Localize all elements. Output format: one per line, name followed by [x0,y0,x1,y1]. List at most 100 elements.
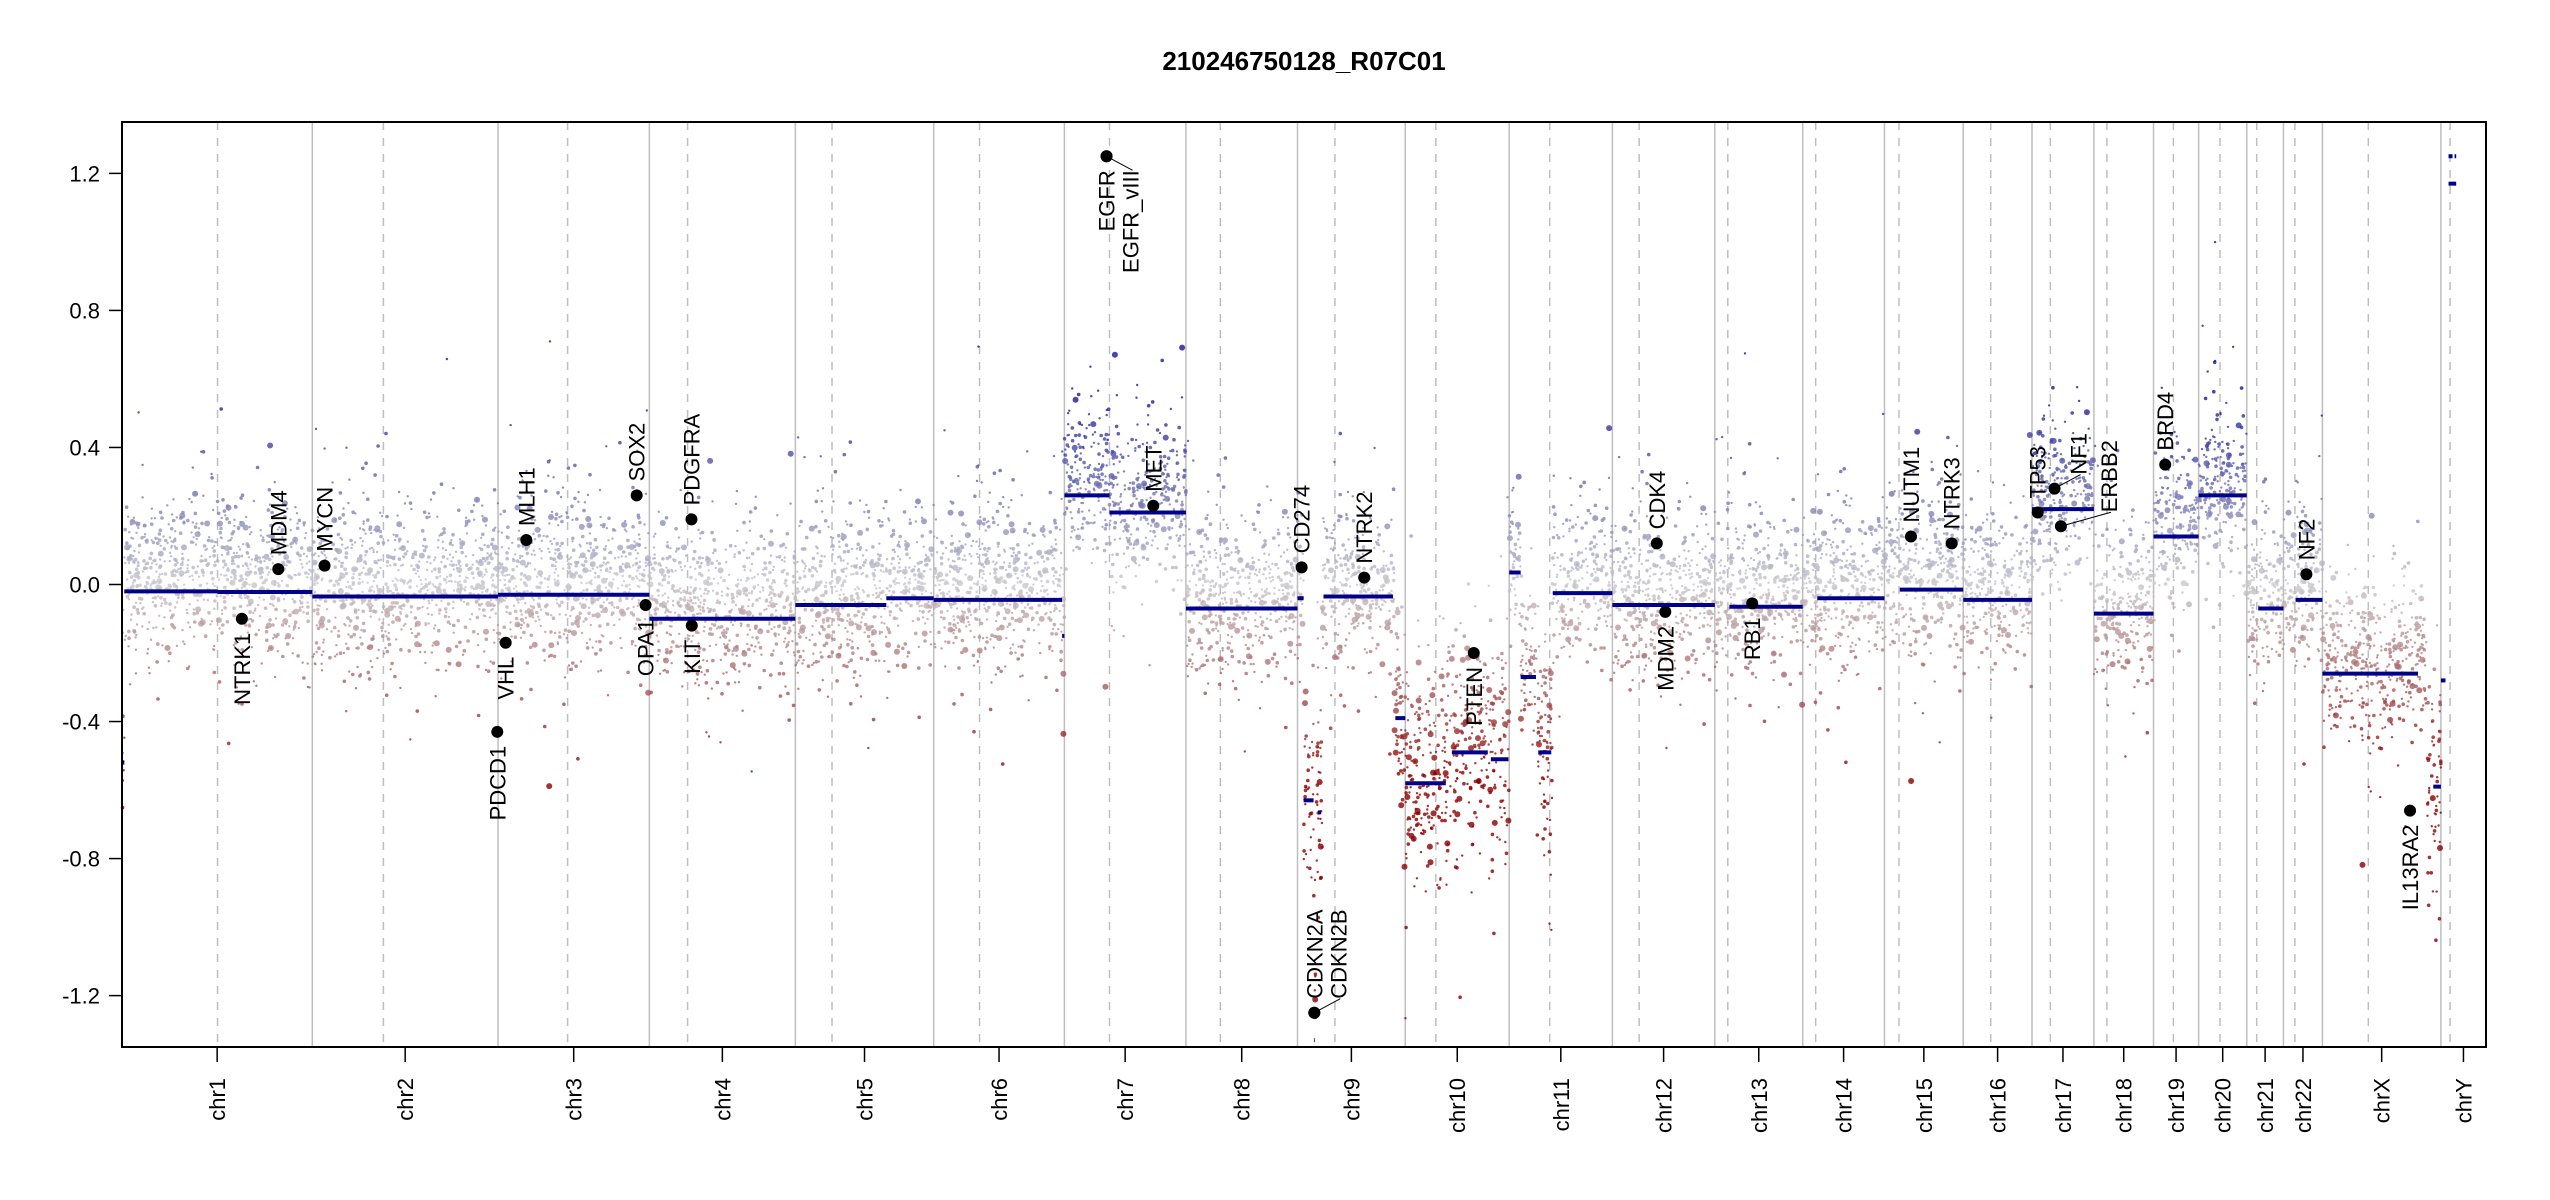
probe-point [877,557,881,561]
probe-point [169,526,174,531]
probe-point [509,621,512,624]
probe-point [141,570,145,573]
probe-point [628,551,632,556]
probe-point [1115,552,1119,557]
probe-point [1014,651,1017,654]
probe-point [384,609,388,612]
probe-point [1293,591,1296,594]
probe-point [278,526,281,529]
probe-point [368,608,373,613]
probe-point [496,623,500,627]
probe-point [500,588,505,593]
probe-point [1033,562,1036,565]
probe-point [1258,570,1261,574]
probe-point [254,632,258,637]
probe-point [323,538,327,543]
probe-point [237,702,240,705]
probe-point [386,564,389,568]
probe-point [547,655,551,658]
probe-point [858,546,863,550]
probe-point [643,568,646,572]
probe-point [483,650,486,653]
probe-point [361,621,366,626]
probe-point [1255,574,1259,577]
probe-point [957,629,962,633]
probe-point [554,567,558,571]
probe-point [870,643,875,647]
probe-point [930,614,934,617]
probe-point [751,614,755,617]
probe-point [219,594,222,598]
probe-point [591,548,596,553]
probe-point [1267,565,1270,568]
probe-point [348,670,351,673]
probe-point [608,551,611,555]
probe-point [507,547,510,550]
probe-point [682,589,686,594]
probe-point [169,585,173,588]
probe-point [636,552,639,555]
probe-point [312,608,316,613]
probe-point [415,585,419,588]
probe-point [396,579,399,582]
probe-point [758,612,763,616]
probe-point [740,605,745,609]
probe-point [621,521,628,528]
probe-point [897,540,901,544]
probe-point [665,670,670,674]
probe-point [1090,395,1093,398]
probe-point [985,618,989,621]
probe-point [1235,613,1239,617]
probe-point [226,568,230,572]
probe-point [976,556,980,559]
probe-point [497,602,500,605]
probe-point [266,649,270,653]
probe-point [813,642,817,647]
probe-point [1051,649,1054,653]
probe-point [969,586,973,590]
probe-point [729,662,736,669]
probe-point [491,573,495,577]
probe-point [777,633,780,636]
probe-point [866,509,871,514]
probe-point [191,521,194,524]
probe-point [845,567,848,570]
probe-point [295,512,299,515]
probe-point [158,580,161,583]
probe-point [464,563,469,567]
probe-point [286,544,289,547]
probe-point [1069,536,1073,539]
probe-point [1054,538,1057,541]
probe-point [267,488,272,492]
probe-point [1088,463,1092,467]
probe-point [678,560,682,565]
probe-point [558,613,561,616]
probe-point [1011,546,1016,551]
probe-point [248,602,252,607]
probe-point [1221,649,1224,652]
probe-point [598,488,602,492]
probe-point [1151,539,1154,542]
probe-point [618,608,625,615]
probe-point [605,445,608,448]
probe-point [232,613,236,618]
probe-point [888,610,893,614]
probe-point [399,686,402,690]
probe-point [492,604,496,608]
probe-point [1005,636,1008,640]
probe-point [1183,450,1187,454]
probe-point [183,642,186,646]
probe-point [173,563,178,567]
probe-point [562,567,565,570]
probe-point [1124,527,1129,532]
probe-point [756,546,760,551]
probe-point [691,557,696,561]
probe-point [756,573,760,576]
probe-point [636,585,640,588]
probe-point [230,536,233,540]
probe-point [946,592,949,596]
probe-point [145,580,148,584]
probe-point [282,550,286,555]
probe-point [726,681,730,686]
probe-point [895,617,899,620]
